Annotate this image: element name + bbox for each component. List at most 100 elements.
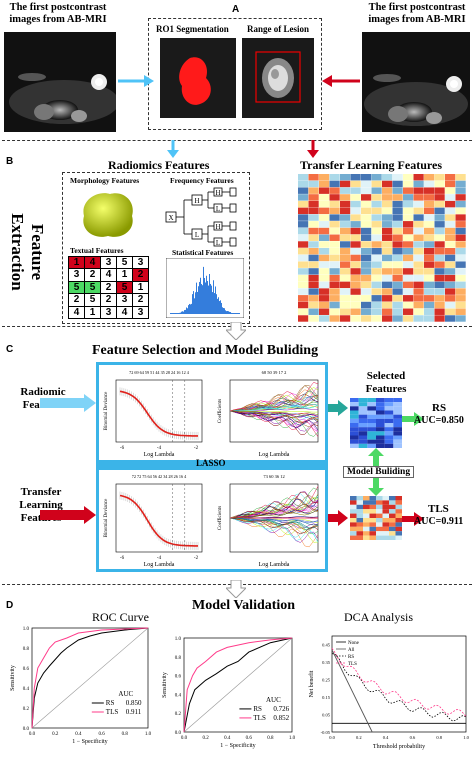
x-tick-label: 0.4 <box>383 735 389 740</box>
lasso-banner <box>99 460 325 470</box>
coefficient-path <box>229 410 319 421</box>
heatmap-cell <box>434 261 445 268</box>
coefficient-path <box>229 382 319 412</box>
coefficient-path <box>229 410 319 417</box>
selected-cell <box>369 496 376 501</box>
heatmap-cell <box>350 187 361 194</box>
heatmap-cell <box>340 221 351 228</box>
x-tick-label: -4 <box>157 446 162 451</box>
histogram-bar <box>225 310 226 314</box>
heatmap-cell <box>340 200 351 208</box>
coefficient-path <box>229 410 319 432</box>
selected-cell <box>367 406 376 411</box>
heatmap-cell <box>350 174 361 181</box>
histogram-bar <box>198 286 199 314</box>
heatmap-cell <box>371 214 382 221</box>
heatmap-cell <box>340 301 351 309</box>
y-tick-label: 0.45 <box>322 643 331 648</box>
selected-cell <box>395 513 402 518</box>
heatmap-cell <box>371 234 382 241</box>
heatmap-cell <box>371 227 382 235</box>
selected-cell <box>363 518 370 523</box>
heatmap-cell <box>392 214 403 221</box>
heatmap-cell <box>319 274 330 282</box>
selected-cell <box>350 406 359 411</box>
selected-cell <box>389 504 396 510</box>
selected-cell <box>356 504 363 510</box>
heatmap-cell <box>308 241 319 248</box>
selected-cell <box>384 435 394 440</box>
histogram-bar <box>229 311 230 314</box>
histogram-bar <box>178 313 179 314</box>
heatmap-cell <box>350 241 361 248</box>
heatmap-cell <box>424 200 435 208</box>
heatmap-cell <box>329 261 340 268</box>
histogram-bar <box>197 291 198 314</box>
heatmap-cell <box>403 227 414 235</box>
heatmap-cell <box>392 187 403 194</box>
selected-cell <box>376 431 385 436</box>
heatmap-cell <box>382 254 393 262</box>
selected-cell <box>367 427 376 432</box>
selected-cell <box>350 410 359 415</box>
heatmap-cell <box>445 241 456 248</box>
heatmap-cell <box>319 200 330 208</box>
textual-cell: 4 <box>84 256 101 270</box>
radiomics-box <box>62 172 250 324</box>
y-tick-label: 0.25 <box>322 678 331 683</box>
heatmap-cell <box>445 187 456 194</box>
heatmap-cell <box>319 248 330 255</box>
histogram-bar <box>232 313 233 314</box>
histogram-bar <box>190 304 191 314</box>
heatmap-cell <box>403 174 414 181</box>
selected-cell <box>369 500 376 505</box>
heatmap-cell <box>361 301 372 309</box>
coefficient-path <box>229 393 319 412</box>
heatmap-cell <box>350 180 361 188</box>
heatmap-cell <box>361 227 372 235</box>
textual-cell: 5 <box>68 280 85 295</box>
y-tick-label: 0.6 <box>23 667 30 672</box>
arrow-teal-1 <box>328 400 348 416</box>
selected-cell <box>363 526 370 532</box>
heatmap-cell <box>445 274 456 282</box>
heatmap-cell <box>319 234 330 241</box>
histogram-bar <box>222 307 223 314</box>
heatmap-cell <box>298 241 309 248</box>
heatmap-cell <box>413 194 424 201</box>
histogram-bar <box>215 286 216 314</box>
heatmap-cell <box>298 200 309 208</box>
y-tick-label: -0.05 <box>321 730 331 735</box>
histogram-bar <box>238 313 239 314</box>
selected-cell <box>350 518 357 523</box>
heatmap-cell <box>329 315 340 322</box>
heatmap-cell <box>413 288 424 295</box>
heatmap-cell <box>392 200 403 208</box>
heatmap-cell <box>403 261 414 268</box>
selected-cell <box>358 431 368 436</box>
heatmap-cell <box>445 174 456 181</box>
heatmap-cell <box>392 288 403 295</box>
heatmap-cell <box>424 301 435 309</box>
selected-cell <box>369 535 376 540</box>
histogram-bar <box>209 273 210 314</box>
coefficient-path <box>229 487 319 519</box>
selected-cell <box>393 427 402 432</box>
textual-cell: 1 <box>84 305 101 319</box>
selected-cell <box>358 443 368 448</box>
heatmap-cell <box>371 241 382 248</box>
heatmap-cell <box>382 214 393 221</box>
heatmap-cell <box>350 234 361 241</box>
heatmap-cell <box>403 234 414 241</box>
dca-analysis-title: DCA Analysis <box>344 610 414 624</box>
freq-node-h3: H <box>215 223 220 231</box>
y-tick-label: 0.8 <box>23 647 30 652</box>
selected-cell <box>384 423 394 428</box>
heatmap-cell <box>308 261 319 268</box>
heatmap-cell <box>329 281 340 289</box>
heatmap-cell <box>361 268 372 275</box>
selected-cell <box>395 531 402 536</box>
heatmap-cell <box>340 241 351 248</box>
coefficient-path <box>229 410 318 413</box>
heatmap-cell <box>392 281 403 289</box>
